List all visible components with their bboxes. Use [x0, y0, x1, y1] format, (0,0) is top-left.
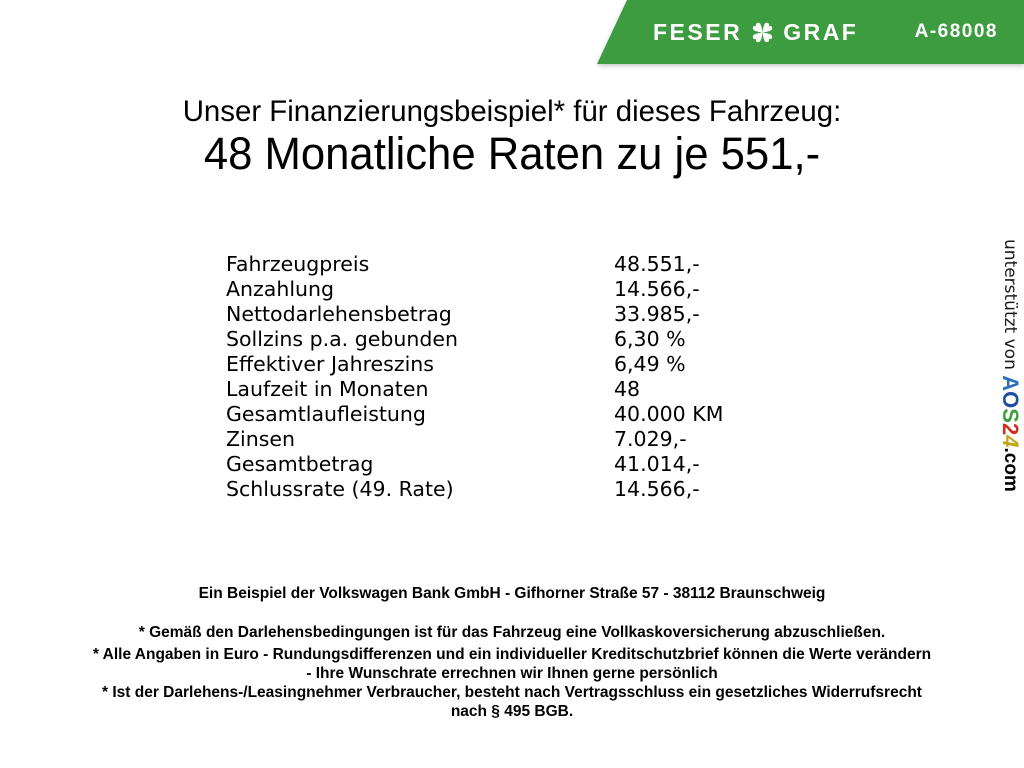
- bank-info-line: Ein Beispiel der Volkswagen Bank GmbH - …: [198, 585, 826, 602]
- table-row: Effektiver Jahreszins 6,49 %: [226, 352, 723, 377]
- row-label: Effektiver Jahreszins: [226, 352, 434, 376]
- dealer-banner-background: FESER GRAF A-68008: [597, 0, 1024, 64]
- table-row: Laufzeit in Monaten 48: [226, 377, 723, 402]
- table-row: Sollzins p.a. gebunden 6,30 %: [226, 327, 723, 352]
- aos24-logo-letter: O: [998, 391, 1023, 409]
- monthly-rate-headline: 48 Monatliche Raten zu je 551,-: [203, 128, 821, 179]
- disclaimer-euro-line1: * Alle Angaben in Euro - Rundungsdiffere…: [92, 646, 932, 663]
- row-value: 6,30 %: [614, 327, 686, 351]
- row-label: Sollzins p.a. gebunden: [226, 327, 458, 351]
- disclaimer-withdrawal-line1: * Ist der Darlehens-/Leasingnehmer Verbr…: [102, 684, 922, 701]
- row-label: Anzahlung: [226, 277, 335, 301]
- support-strip: unterstützt von AOS24.com: [998, 239, 1023, 492]
- disclaimer-euro-line2: - Ihre Wunschrate errechnen wir Ihnen ge…: [306, 665, 718, 682]
- dealer-banner: FESER GRAF A-68008: [597, 0, 1024, 64]
- aos24-logo-letter: 2: [998, 422, 1023, 436]
- row-value: 14.566,-: [614, 477, 700, 501]
- table-row: Anzahlung 14.566,-: [226, 277, 723, 302]
- row-value: 48.551,-: [614, 252, 700, 276]
- row-label: Laufzeit in Monaten: [226, 377, 429, 401]
- row-label: Gesamtlaufleistung: [226, 402, 426, 426]
- disclaimer-insurance: * Gemäß den Darlehensbedingungen ist für…: [138, 624, 886, 641]
- support-prefix-text: unterstützt von: [1000, 239, 1020, 376]
- table-row: Nettodarlehensbetrag 33.985,-: [226, 302, 723, 327]
- row-value: 41.014,-: [614, 452, 700, 476]
- row-label: Schlussrate (49. Rate): [226, 477, 454, 501]
- row-value: 14.566,-: [614, 277, 700, 301]
- support-suffix-text: .com: [1000, 447, 1021, 492]
- aos24-logo-letter: S: [998, 408, 1023, 423]
- table-row: Gesamtlaufleistung 40.000 KM: [226, 402, 723, 427]
- table-row: Zinsen 7.029,-: [226, 427, 723, 452]
- disclaimer-withdrawal-line2: nach § 495 BGB.: [450, 703, 574, 720]
- row-label: Nettodarlehensbetrag: [226, 302, 452, 326]
- row-value: 6,49 %: [614, 352, 686, 376]
- table-row: Gesamtbetrag 41.014,-: [226, 452, 723, 477]
- row-label: Fahrzeugpreis: [226, 252, 370, 276]
- page-title: Unser Finanzierungsbeispiel* für dieses …: [182, 95, 842, 128]
- row-label: Zinsen: [226, 427, 296, 451]
- brand-name-left: FESER: [653, 18, 743, 45]
- row-label: Gesamtbetrag: [226, 452, 374, 476]
- financing-table: Fahrzeugpreis 48.551,- Anzahlung 14.566,…: [226, 252, 723, 502]
- row-value: 33.985,-: [614, 302, 700, 326]
- brand-name-right: GRAF: [783, 18, 859, 45]
- vehicle-code: A-68008: [914, 21, 998, 42]
- row-value: 7.029,-: [614, 427, 687, 451]
- table-row: Schlussrate (49. Rate) 14.566,-: [226, 477, 723, 502]
- dealer-logo: FESER GRAF: [653, 19, 858, 46]
- aos24-logo-letter: A: [998, 375, 1023, 392]
- four-leaf-clover-icon: [749, 19, 776, 46]
- table-row: Fahrzeugpreis 48.551,-: [226, 252, 723, 277]
- aos24-logo-letter: 4: [998, 435, 1023, 448]
- row-value: 48: [614, 377, 641, 401]
- row-value: 40.000 KM: [614, 402, 724, 426]
